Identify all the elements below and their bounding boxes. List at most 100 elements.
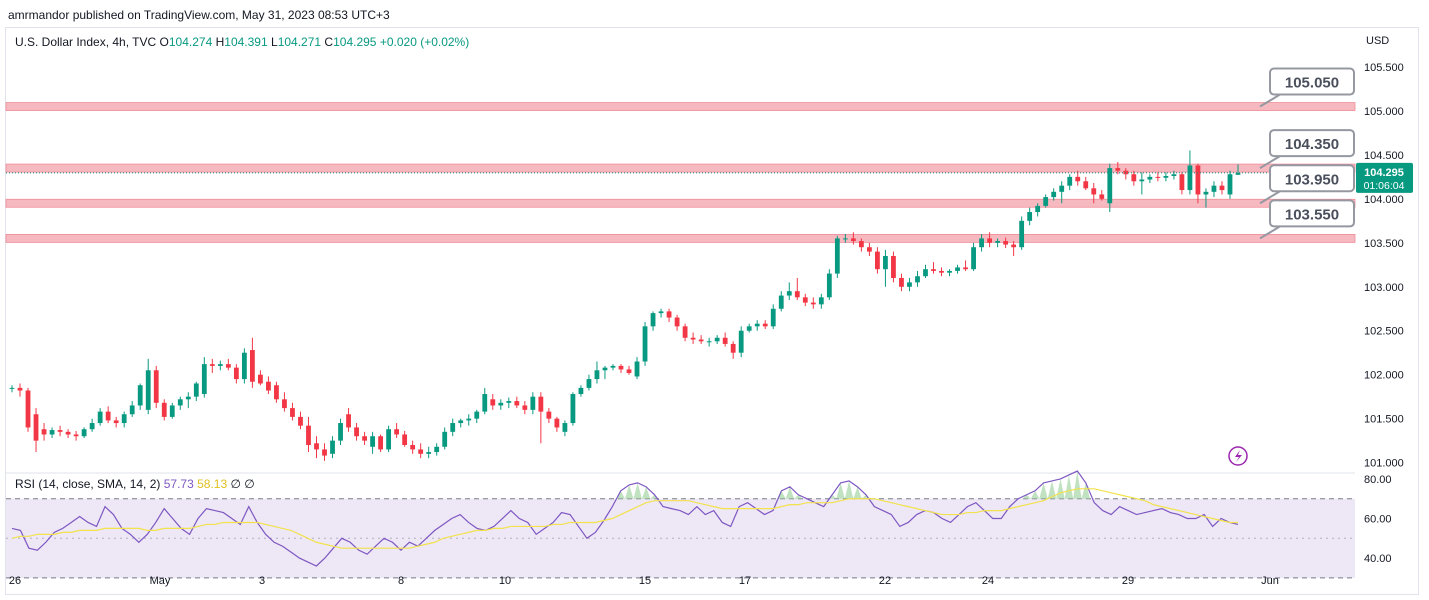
candle-body	[939, 270, 944, 273]
time-tick-label: 24	[982, 575, 994, 587]
time-axis: 26 May 3 8 10 15 17 22 24 29 Jun	[9, 575, 1279, 587]
candle-body	[642, 326, 648, 362]
price-tick-label: 105.500	[1364, 62, 1404, 74]
candle-body	[794, 291, 800, 298]
callout-leader	[1259, 225, 1281, 240]
candle-body	[866, 247, 872, 252]
candle-body	[546, 411, 552, 419]
open-value: 104.274	[168, 35, 213, 49]
price-tick-label: 103.500	[1364, 238, 1404, 250]
candle-body	[1179, 174, 1185, 191]
candle-body	[931, 269, 936, 271]
candle-body	[594, 370, 600, 380]
price-tick-label: 101.000	[1364, 458, 1404, 470]
rsi-label[interactable]: RSI (14, close, SMA, 14, 2)	[15, 477, 161, 491]
time-tick-label: May	[150, 575, 171, 587]
candle-body	[1067, 176, 1073, 186]
candle-body	[1051, 191, 1057, 198]
candle-body	[650, 313, 656, 327]
callout-leader	[1259, 190, 1281, 205]
zones-layer	[5, 102, 1356, 243]
candle-body	[1131, 174, 1137, 182]
candle-body	[858, 241, 864, 248]
candle-body	[290, 408, 295, 417]
candle-body	[530, 396, 536, 410]
candle-body	[842, 238, 848, 240]
candle-body	[1115, 168, 1121, 171]
candle-body	[129, 405, 135, 415]
candle-body	[1043, 197, 1049, 206]
candle-body	[1155, 176, 1161, 178]
candle-body	[105, 411, 111, 421]
lightning-icon[interactable]	[1228, 446, 1248, 466]
candle-body	[722, 337, 728, 344]
candle-body	[995, 241, 1001, 243]
candle-body	[314, 443, 319, 450]
candle-body	[1035, 205, 1041, 213]
candle-body	[979, 238, 984, 248]
time-tick-label: Jun	[1261, 575, 1279, 587]
level-zone-2	[5, 198, 1356, 208]
candle-body	[370, 436, 375, 447]
candle-body	[1003, 241, 1009, 245]
candle-body	[899, 277, 904, 287]
candle-body	[1091, 188, 1097, 195]
time-tick-label: 17	[739, 575, 751, 587]
time-tick-label: 8	[398, 575, 404, 587]
level-label-104.350: 104.350	[1285, 136, 1339, 153]
candle-body	[706, 341, 712, 343]
rsi-legend: RSI (14, close, SMA, 14, 2) 57.73 58.13 …	[15, 477, 255, 491]
candle-body	[586, 379, 592, 388]
candle-body	[1019, 220, 1025, 248]
candle-body	[81, 429, 87, 437]
candle-body	[1059, 185, 1065, 192]
candle-body	[9, 387, 15, 389]
candle-body	[274, 385, 279, 400]
candle-body	[258, 374, 263, 384]
candle-body	[266, 381, 271, 391]
candle-body	[442, 431, 448, 447]
time-tick-label: 3	[259, 575, 265, 587]
time-tick-label: 22	[879, 575, 891, 587]
candle-body	[818, 297, 824, 305]
candle-body	[770, 308, 776, 327]
rsi-pane: 40.00 60.00 80.00	[6, 470, 1392, 579]
candle-body	[185, 396, 191, 400]
callout-leader	[1259, 93, 1281, 108]
candle-body	[554, 418, 560, 428]
candle-body	[33, 414, 39, 441]
rsi-extra-2: ∅	[244, 477, 255, 491]
candle-body	[875, 251, 880, 270]
candle-body	[89, 423, 95, 430]
candle-body	[49, 430, 55, 435]
rsi-extra-1: ∅	[230, 477, 241, 491]
candle-body	[410, 445, 416, 450]
candle-body	[498, 402, 504, 406]
level-zone-3	[5, 234, 1356, 243]
price-tick-label: 102.000	[1364, 370, 1404, 382]
level-label-103.550: 103.550	[1285, 206, 1339, 223]
symbol-name[interactable]: U.S. Dollar Index, 4h, TVC	[15, 35, 157, 49]
candle-body	[225, 364, 231, 368]
candle-body	[233, 367, 239, 380]
candle-body	[1211, 185, 1217, 192]
time-tick-label: 26	[9, 575, 21, 587]
change-value: +0.020 (+0.02%)	[379, 35, 470, 49]
candle-body	[730, 343, 736, 353]
candle-body	[923, 269, 928, 277]
candle-body	[674, 317, 680, 327]
level-label-105.050: 105.050	[1285, 75, 1339, 92]
rsi-overbought-fill	[616, 471, 1091, 499]
callout-box	[1269, 129, 1355, 158]
candle-body	[1227, 174, 1233, 195]
bar-countdown: 01:06:04	[1364, 180, 1405, 192]
candle-body	[987, 238, 992, 243]
candle-body	[346, 414, 351, 428]
candle-body	[490, 399, 496, 406]
price-tick-label: 101.500	[1364, 414, 1404, 426]
lightning-icon-bolt	[1235, 450, 1242, 462]
candle-body	[217, 364, 223, 366]
candle-body	[1147, 176, 1153, 180]
close-label: C	[324, 35, 334, 49]
